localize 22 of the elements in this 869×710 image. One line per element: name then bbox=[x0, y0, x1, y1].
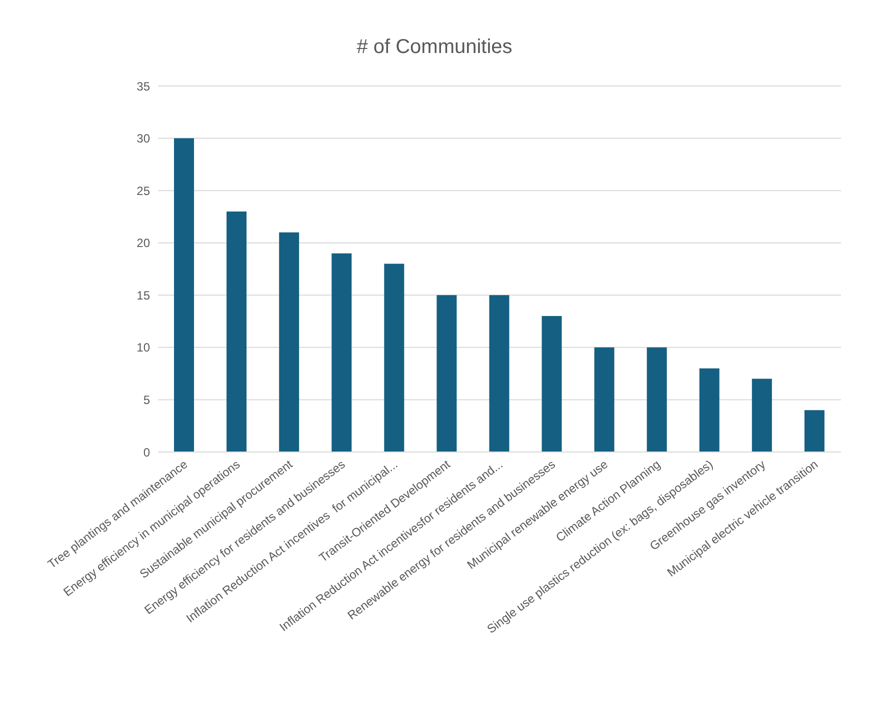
bar bbox=[226, 211, 247, 452]
y-tick-label: 30 bbox=[136, 132, 150, 146]
y-tick-label: 20 bbox=[136, 236, 150, 250]
bar bbox=[804, 410, 824, 452]
y-tick-label: 10 bbox=[136, 340, 150, 355]
bar bbox=[594, 347, 614, 452]
y-tick-label: 0 bbox=[143, 445, 150, 460]
bar bbox=[436, 295, 457, 452]
y-tick-label: 35 bbox=[136, 79, 150, 94]
bar bbox=[332, 253, 352, 452]
bar bbox=[489, 295, 510, 452]
y-tick-label: 5 bbox=[143, 392, 150, 407]
bar bbox=[174, 138, 194, 452]
bar bbox=[279, 232, 300, 452]
bar bbox=[646, 347, 667, 452]
bar bbox=[542, 316, 562, 452]
y-tick-label: 25 bbox=[136, 184, 150, 198]
bar bbox=[752, 378, 772, 452]
bar bbox=[384, 264, 404, 452]
bar bbox=[699, 368, 720, 452]
y-tick-label: 15 bbox=[136, 288, 150, 302]
chart-title: # of Communities bbox=[356, 35, 514, 60]
